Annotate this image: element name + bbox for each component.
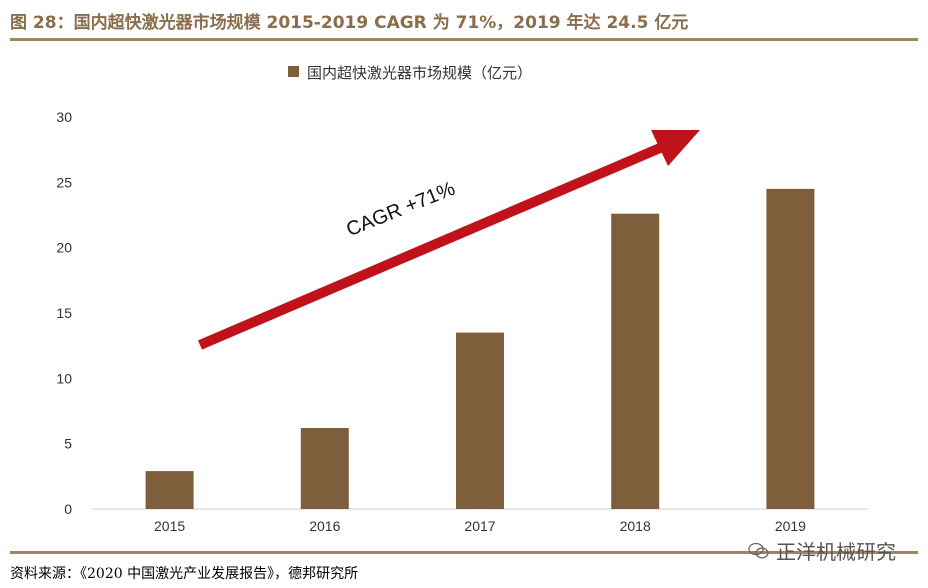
- y-tick-label: 25: [56, 174, 72, 190]
- bar-2015: [145, 471, 194, 509]
- chart-legend: 国内超快激光器市场规模（亿元）: [288, 65, 532, 82]
- legend-swatch: [288, 66, 299, 77]
- bar-2016: [300, 427, 349, 509]
- arrow-head: [651, 130, 700, 166]
- bar-2019: [766, 188, 815, 509]
- y-tick-label: 5: [64, 436, 72, 452]
- y-tick-label: 30: [56, 109, 72, 125]
- source-note: 资料来源：《2020 中国激光产业发展报告》，德邦研究所: [10, 566, 359, 582]
- arrow-shaft: [198, 143, 662, 350]
- wechat-icon: [748, 542, 769, 558]
- top-rule: [10, 38, 918, 41]
- watermark: 正洋机械研究: [748, 536, 896, 565]
- x-tick-label: 2019: [775, 518, 806, 534]
- x-tick-label: 2018: [620, 518, 651, 534]
- figure-title: 图 28：国内超快激光器市场规模 2015-2019 CAGR 为 71%，20…: [10, 13, 689, 33]
- y-tick-label: 0: [64, 501, 72, 517]
- y-tick-label: 15: [56, 305, 72, 321]
- y-tick-label: 10: [56, 370, 72, 386]
- y-tick-label: 20: [56, 240, 72, 256]
- x-tick-label: 2015: [154, 518, 185, 534]
- cagr-label: CAGR +71%: [343, 178, 458, 242]
- x-axis: 2015 2016 2017 2018 2019: [154, 518, 806, 534]
- bar-2017: [456, 332, 504, 509]
- x-tick-label: 2016: [309, 518, 340, 534]
- bars: [145, 188, 815, 509]
- bottom-rule: [10, 551, 918, 554]
- bar-2018: [611, 213, 660, 509]
- watermark-text: 正洋机械研究: [776, 540, 896, 564]
- y-axis: 0 5 10 15 20 25 30: [56, 109, 72, 517]
- x-tick-label: 2017: [464, 518, 495, 534]
- legend-label: 国内超快激光器市场规模（亿元）: [307, 65, 532, 82]
